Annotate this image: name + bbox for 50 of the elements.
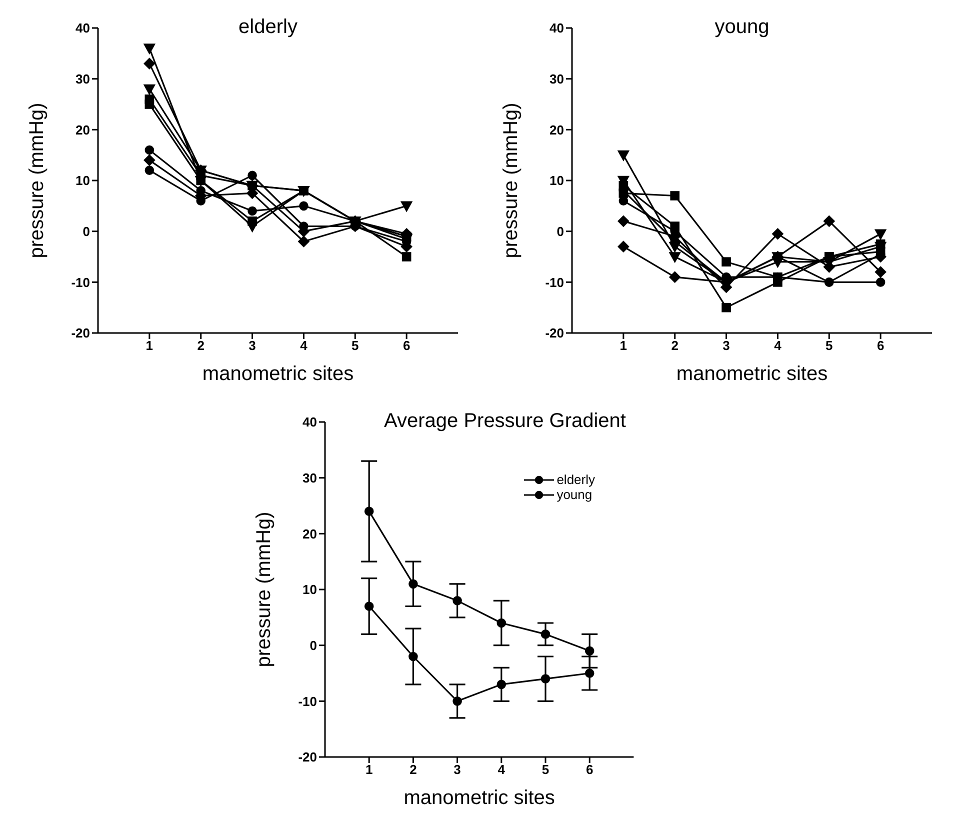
y-tick-label: 30	[302, 470, 317, 486]
chart-title: young	[714, 16, 770, 38]
y-tick-label: 40	[550, 20, 564, 36]
legend-label: elderly	[556, 472, 595, 487]
x-tick-label: 1	[620, 338, 628, 354]
y-tick-label: 20	[550, 122, 564, 138]
legend-label: young	[556, 487, 592, 502]
y-axis-title: pressure (mmHg)	[253, 512, 276, 668]
y-tick-label: 0	[310, 638, 317, 653]
x-tick-label: 1	[365, 762, 373, 778]
y-tick-label: 40	[302, 414, 317, 430]
x-tick-label: 4	[300, 338, 308, 354]
chart-title: elderly	[238, 16, 298, 38]
y-tick-label: -20	[545, 326, 564, 341]
x-tick-label: 5	[826, 338, 833, 354]
x-tick-label: 6	[876, 338, 884, 354]
y-tick-label: -20	[298, 750, 317, 765]
y-tick-label: 0	[556, 224, 564, 239]
x-axis-title: manometric sites	[404, 787, 555, 809]
x-tick-label: 5	[352, 338, 359, 354]
y-tick-label: -10	[71, 274, 90, 290]
y-tick-label: 0	[82, 224, 90, 239]
y-tick-label: 10	[302, 582, 317, 598]
y-axis-title: pressure (mmHg)	[500, 102, 522, 258]
chart-title: Average Pressure Gradient	[384, 410, 626, 432]
x-tick-label: 4	[774, 338, 782, 354]
y-tick-label: -20	[71, 326, 90, 341]
x-tick-label: 2	[671, 338, 678, 354]
x-axis-title: manometric sites	[676, 363, 828, 385]
y-tick-label: -10	[545, 274, 564, 290]
x-tick-label: 4	[498, 762, 506, 778]
x-tick-label: 5	[542, 762, 550, 778]
y-tick-label: 10	[76, 173, 90, 188]
y-tick-label: 30	[550, 71, 564, 86]
y-tick-label: 20	[76, 122, 90, 138]
x-tick-label: 3	[454, 762, 461, 778]
y-tick-label: 10	[550, 173, 564, 188]
y-tick-label: 40	[76, 20, 90, 36]
y-axis-title: pressure (mmHg)	[26, 102, 48, 258]
y-tick-label: 20	[302, 526, 317, 542]
y-tick-label: -10	[298, 694, 317, 709]
x-tick-label: 1	[146, 338, 154, 354]
x-tick-label: 2	[410, 762, 417, 778]
x-tick-label: 6	[586, 762, 594, 778]
y-tick-label: 30	[76, 71, 90, 86]
x-axis-title: manometric sites	[202, 363, 354, 385]
x-tick-label: 6	[402, 338, 410, 354]
x-tick-label: 2	[197, 338, 204, 354]
x-tick-label: 3	[248, 338, 256, 354]
x-tick-label: 3	[722, 338, 730, 354]
